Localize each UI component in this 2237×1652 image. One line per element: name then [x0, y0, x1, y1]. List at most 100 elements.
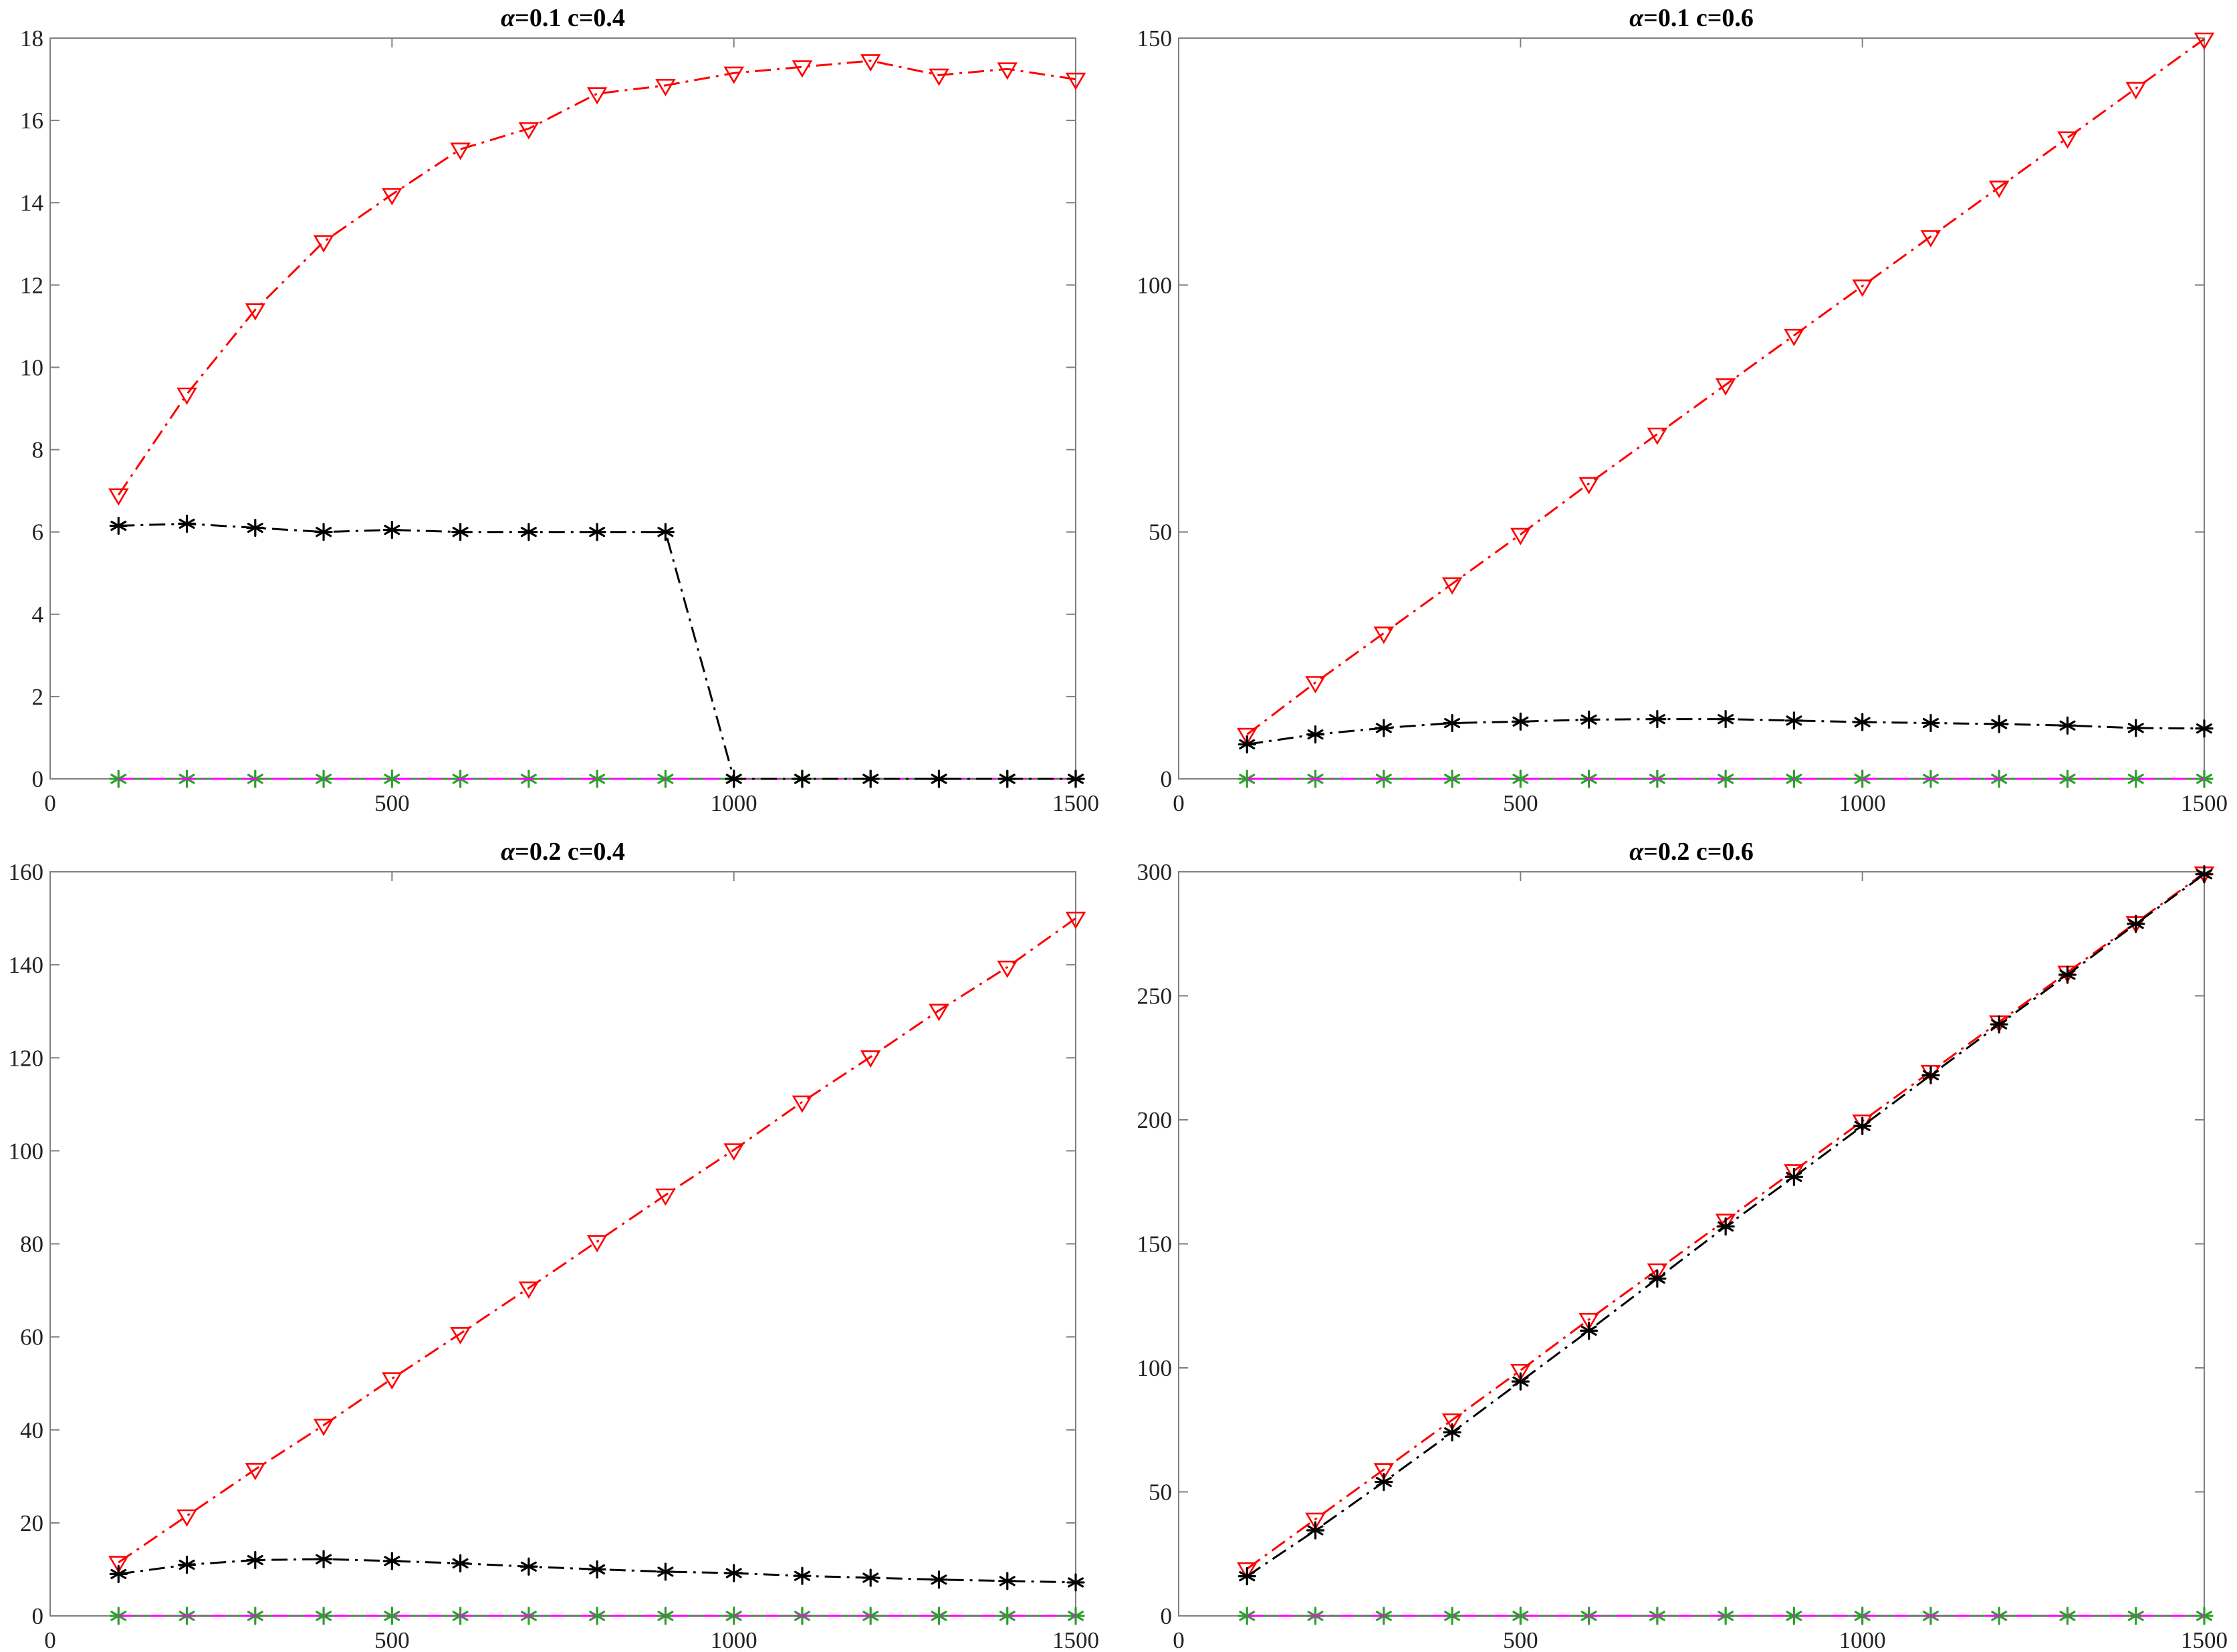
- y-tick-label: 120: [9, 1045, 44, 1071]
- series-line: [118, 60, 1076, 496]
- triangle-down-marker: [655, 79, 676, 96]
- asterisk-marker: [2195, 719, 2214, 738]
- y-tick-label: 0: [32, 1603, 44, 1629]
- axes-box: [49, 37, 1076, 780]
- y-tick-label: 12: [20, 272, 43, 298]
- asterisk-marker: [1853, 713, 1872, 731]
- series-0: [1237, 32, 2215, 745]
- y-tick-label: 16: [20, 108, 43, 134]
- asterisk-marker: [1580, 710, 1599, 729]
- triangle-down-marker: [1784, 328, 1804, 346]
- asterisk-marker: [1990, 715, 2008, 733]
- triangle-down-marker: [1852, 279, 1873, 298]
- triangle-down-marker: [1237, 1562, 1258, 1580]
- axes-box: [1178, 871, 2205, 1617]
- triangle-down-marker: [176, 1509, 197, 1527]
- x-tick-label: 1000: [711, 1627, 757, 1652]
- x-tick-label: 1000: [1839, 1627, 1886, 1652]
- asterisk-marker: [1306, 1521, 1325, 1540]
- triangle-down-marker: [313, 1419, 334, 1436]
- series-1: [109, 1550, 1085, 1592]
- y-tick-label: 250: [1137, 983, 1173, 1010]
- title-params: =0.1 c=0.4: [515, 4, 625, 32]
- x-tick-label: 1000: [1839, 790, 1886, 816]
- asterisk-marker: [656, 1562, 675, 1581]
- asterisk-marker: [1443, 770, 1461, 788]
- triangle-down-marker: [723, 66, 744, 84]
- x-tick-label: 0: [1173, 790, 1185, 816]
- y-tick-label: 0: [32, 766, 44, 792]
- triangle-down-marker: [1715, 378, 1736, 396]
- asterisk-marker: [1648, 710, 1667, 729]
- y-tick-label: 100: [1137, 1355, 1173, 1381]
- chart-title: α=0.2 c=0.4: [501, 838, 625, 866]
- triangle-down-marker: [1441, 577, 1463, 595]
- series-line: [118, 522, 1076, 780]
- asterisk-marker: [793, 770, 812, 788]
- triangle-down-marker: [1510, 1364, 1531, 1381]
- x-tick-label: 500: [374, 1627, 410, 1652]
- asterisk-marker: [1921, 1066, 1940, 1084]
- asterisk-marker: [109, 516, 128, 536]
- y-tick-label: 160: [9, 859, 44, 885]
- title-params: =0.1 c=0.6: [1643, 4, 1754, 32]
- subplot-4: 0 500 1000 1500 0 50 100 150 200 250 300 α=0.2 c=0.…: [1137, 838, 2228, 1652]
- asterisk-marker: [1511, 1372, 1530, 1391]
- asterisk-marker: [725, 1564, 743, 1582]
- triangle-down-marker: [1373, 1463, 1395, 1481]
- asterisk-marker: [2127, 719, 2145, 737]
- asterisk-marker: [314, 1550, 333, 1568]
- subplot-2: 0 500 1000 1500 0 50 100 150 α=0.1 c=0.6: [1137, 4, 2228, 816]
- triangle-down-marker: [176, 387, 197, 405]
- asterisk-marker: [314, 523, 333, 542]
- asterisk-marker: [1066, 770, 1085, 788]
- triangle-down-marker: [792, 60, 813, 78]
- series-line: [1246, 38, 2205, 735]
- asterisk-marker: [1238, 1567, 1256, 1586]
- y-tick-label: 40: [20, 1417, 43, 1443]
- asterisk-marker: [793, 1566, 812, 1585]
- asterisk-marker: [929, 1570, 949, 1589]
- asterisk-marker: [314, 1607, 333, 1625]
- asterisk-marker: [246, 1550, 265, 1570]
- y-tick-label: 2: [32, 684, 44, 710]
- triangle-down-marker: [929, 1004, 949, 1022]
- y-tick-label: 100: [9, 1138, 44, 1164]
- series-1: [1238, 865, 2214, 1586]
- series-0: [108, 911, 1086, 1574]
- asterisk-marker: [382, 520, 401, 540]
- y-tick-label: 150: [1137, 25, 1173, 51]
- triangle-down-marker: [2125, 82, 2146, 100]
- triangle-down-marker: [860, 54, 881, 72]
- asterisk-marker: [1238, 735, 1256, 753]
- asterisk-marker: [2058, 716, 2077, 735]
- triangle-down-marker: [1441, 1413, 1463, 1431]
- y-tick-label: 0: [1161, 766, 1173, 792]
- y-tick-label: 50: [1149, 519, 1172, 546]
- subplot-1: 0 500 1000 1500 0 2 4 6 8 10 12 14 16 18 α=0.1 c=0.4: [20, 4, 1099, 816]
- triangle-down-marker: [586, 1235, 608, 1253]
- title-alpha-symbol: α: [501, 838, 515, 866]
- asterisk-marker: [1648, 1269, 1667, 1288]
- triangle-down-marker: [108, 488, 129, 506]
- x-tick-label: 500: [1503, 1627, 1538, 1652]
- asterisk-marker: [177, 1555, 197, 1574]
- asterisk-marker: [1511, 712, 1530, 731]
- y-tick-label: 0: [1161, 1603, 1173, 1629]
- triangle-down-marker: [1578, 1312, 1599, 1330]
- triangle-down-marker: [997, 960, 1018, 978]
- triangle-down-marker: [245, 303, 266, 321]
- asterisk-marker: [519, 523, 538, 542]
- asterisk-marker: [1784, 711, 1803, 730]
- asterisk-marker: [519, 1557, 538, 1576]
- asterisk-marker: [1066, 1573, 1085, 1592]
- triangle-down-marker: [1305, 676, 1326, 694]
- x-tick-label: 1500: [2181, 790, 2228, 816]
- x-tick-label: 1500: [1052, 790, 1099, 816]
- asterisk-marker: [1511, 770, 1530, 788]
- chart-title: α=0.1 c=0.4: [501, 4, 625, 32]
- x-tick-label: 1000: [711, 790, 757, 816]
- triangle-down-marker: [2057, 131, 2078, 149]
- y-tick-label: 140: [9, 952, 44, 978]
